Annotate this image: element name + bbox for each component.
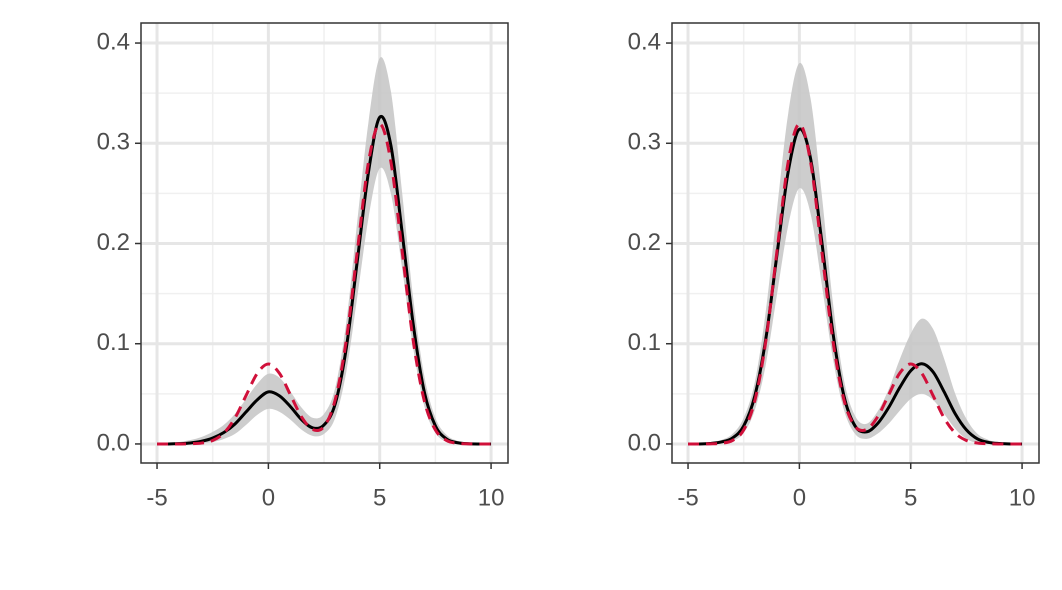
y-tick-label: 0.1: [97, 329, 130, 356]
x-tick-label: 5: [373, 484, 386, 511]
x-tick-label: 0: [262, 484, 275, 511]
panel-border: [140, 22, 509, 464]
y-tick-label: 0.2: [97, 229, 130, 256]
y-tick-label: 0.4: [628, 28, 661, 55]
y-tick-label: 0.3: [628, 129, 661, 156]
dashed-line: [688, 122, 1023, 446]
dashed-line: [157, 122, 492, 446]
y-tick-label: 0.0: [628, 429, 661, 456]
y-tick-label: 0.0: [97, 429, 130, 456]
y-tick-label: 0.4: [97, 28, 130, 55]
y-tick-label: 0.3: [97, 129, 130, 156]
x-tick-label: 10: [478, 484, 505, 511]
x-tick-label: 5: [904, 484, 917, 511]
y-tick-label: 0.1: [628, 329, 661, 356]
confidence-band: [688, 62, 1023, 445]
x-tick-label: 0: [793, 484, 806, 511]
x-tick-label: -5: [146, 484, 167, 511]
panel-border: [671, 22, 1040, 464]
y-tick-label: 0.2: [628, 229, 661, 256]
x-tick-label: 10: [1009, 484, 1036, 511]
x-tick-label: -5: [677, 484, 698, 511]
